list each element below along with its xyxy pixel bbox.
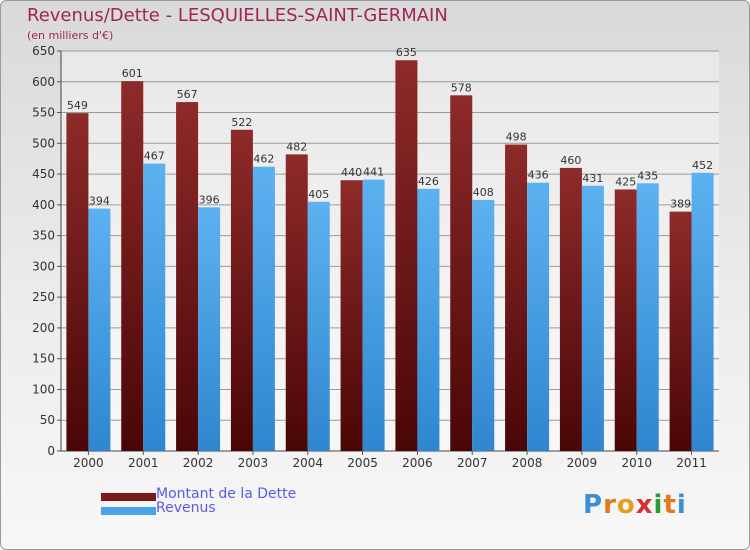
y-tick-label: 50 [40, 413, 55, 427]
y-tick-label: 250 [32, 290, 55, 304]
x-tick-label-2008: 2008 [512, 456, 543, 470]
data-label-revenus-2003: 462 [253, 153, 274, 166]
data-label-revenus-2001: 467 [144, 150, 165, 163]
data-label-revenus-2011: 452 [692, 159, 713, 172]
x-tick-label-2005: 2005 [347, 456, 378, 470]
bar-revenus-2008 [527, 182, 550, 451]
legend-swatch-dette [101, 493, 156, 501]
data-label-dette-2004: 482 [286, 140, 307, 153]
bar-dette-2010 [614, 189, 637, 451]
y-tick-label: 150 [32, 352, 55, 366]
bar-dette-2011 [669, 211, 692, 451]
data-label-dette-2001: 601 [122, 67, 143, 80]
y-tick-label: 600 [32, 75, 55, 89]
bar-revenus-2001 [143, 163, 166, 451]
bar-dette-2004 [285, 154, 308, 451]
y-tick-label: 350 [32, 229, 55, 243]
data-label-revenus-2002: 396 [199, 193, 220, 206]
logo-letter: i [676, 490, 687, 520]
data-label-dette-2002: 567 [177, 88, 198, 101]
bar-dette-2007 [450, 95, 473, 452]
data-label-dette-2010: 425 [615, 175, 636, 188]
data-label-dette-2005: 440 [341, 166, 362, 179]
bar-dette-2009 [559, 167, 582, 451]
data-label-dette-2007: 578 [451, 81, 472, 94]
plot-area [61, 51, 719, 451]
logo-letter: x [635, 490, 654, 520]
x-tick-label-2007: 2007 [457, 456, 488, 470]
y-tick-label: 450 [32, 167, 55, 181]
chart-subtitle: (en milliers d'€) [27, 29, 114, 42]
data-label-revenus-2005: 441 [363, 166, 384, 179]
bar-revenus-2002 [198, 207, 221, 451]
logo-letter: t [663, 490, 677, 520]
x-tick-label-2010: 2010 [621, 456, 652, 470]
x-tick-label-2001: 2001 [128, 456, 159, 470]
x-tick-label-2000: 2000 [73, 456, 104, 470]
chart-title: Revenus/Dette - LESQUIELLES-SAINT-GERMAI… [27, 5, 448, 26]
data-label-revenus-2007: 408 [473, 186, 494, 199]
x-tick-label-2002: 2002 [183, 456, 214, 470]
data-label-revenus-2004: 405 [308, 188, 329, 201]
y-tick-label: 650 [32, 44, 55, 58]
data-label-revenus-2009: 431 [582, 172, 603, 185]
data-label-revenus-2010: 435 [637, 169, 658, 182]
data-label-revenus-2006: 426 [418, 175, 439, 188]
x-tick-label-2006: 2006 [402, 456, 433, 470]
bar-revenus-2003 [252, 166, 275, 451]
bar-revenus-2009 [581, 185, 604, 451]
bar-revenus-2004 [307, 201, 330, 451]
bar-revenus-2007 [472, 199, 495, 451]
bar-revenus-2006 [417, 188, 440, 451]
data-label-revenus-2008: 436 [528, 169, 549, 182]
bar-dette-2000 [66, 113, 89, 452]
y-tick-label: 300 [32, 259, 55, 273]
bar-revenus-2005 [362, 179, 385, 451]
data-label-dette-2008: 498 [506, 131, 527, 144]
bar-dette-2008 [505, 144, 528, 452]
logo-letter: o [616, 490, 636, 520]
logo-letter: P [583, 490, 604, 520]
logo-letter: r [603, 490, 617, 520]
legend-label-revenus: Revenus [156, 500, 216, 516]
x-tick-label-2011: 2011 [676, 456, 707, 470]
bar-revenus-2000 [88, 208, 111, 451]
bar-dette-2005 [340, 180, 363, 451]
y-tick-label: 200 [32, 321, 55, 335]
x-tick-label-2003: 2003 [238, 456, 269, 470]
legend-label-dette: Montant de la Dette [156, 486, 297, 502]
bar-revenus-2011 [691, 172, 714, 451]
data-label-dette-2011: 389 [670, 198, 691, 211]
y-tick-label: 400 [32, 198, 55, 212]
data-label-dette-2009: 460 [560, 154, 581, 167]
y-tick-label: 100 [32, 382, 55, 396]
data-label-revenus-2000: 394 [89, 195, 110, 208]
data-label-dette-2000: 549 [67, 99, 88, 112]
y-tick-label: 0 [47, 444, 55, 458]
bar-dette-2003 [230, 129, 253, 451]
proxiti-logo: Proxiti [583, 490, 687, 520]
bar-dette-2006 [395, 60, 418, 451]
x-tick-label-2004: 2004 [292, 456, 323, 470]
data-label-dette-2006: 635 [396, 46, 417, 59]
bar-dette-2002 [176, 102, 199, 452]
legend-swatch-revenus [101, 507, 156, 515]
y-tick-label: 550 [32, 106, 55, 120]
bar-dette-2001 [121, 81, 144, 452]
logo-letter: i [653, 490, 664, 520]
x-tick-label-2009: 2009 [567, 456, 598, 470]
y-tick-label: 500 [32, 136, 55, 150]
data-label-dette-2003: 522 [231, 116, 252, 129]
bar-revenus-2010 [636, 183, 659, 452]
